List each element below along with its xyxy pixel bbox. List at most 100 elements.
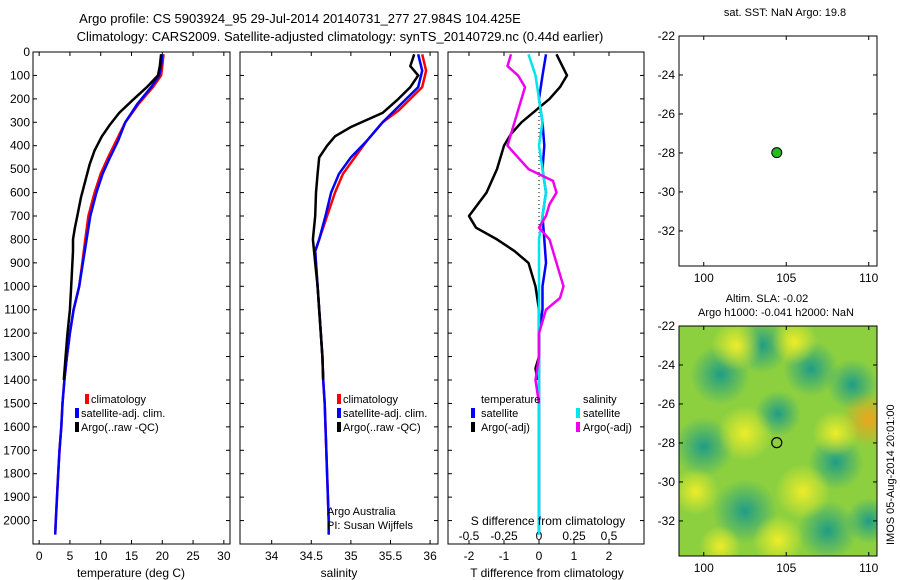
series-line-argo-raw-qc — [62, 54, 163, 381]
argo-float-location-marker — [771, 437, 783, 449]
x-tick-label: 15 — [125, 549, 139, 563]
salinity-annotation-pi: PI: Susan Wijffels — [327, 520, 413, 532]
legend-heading-salinity: salinity — [583, 394, 617, 406]
salinity-xlabel: salinity — [321, 566, 358, 580]
y-tick-label: 800 — [10, 232, 30, 246]
y-tick-label: -22 — [658, 29, 676, 43]
x-tick-label: 25 — [186, 549, 200, 563]
series-line-argo-raw-qc — [311, 53, 420, 381]
temperature-legend: climatology satellite-adj. clim. Argo(..… — [75, 394, 165, 434]
temperature-xlabel: temperature (deg C) — [77, 566, 185, 580]
x-tick-label: 110 — [859, 561, 878, 575]
series-line-climatology — [313, 54, 428, 535]
series-line-s-satellite — [527, 53, 548, 535]
legend-label-argo: Argo(..raw -QC) — [81, 422, 159, 434]
y-tick-label: 500 — [10, 162, 30, 176]
figure-title-line1: Argo profile: CS 5903924_95 29-Jul-2014 … — [79, 11, 521, 26]
x-tick-label: 34 — [265, 549, 279, 563]
legend-swatch-s-satellite — [576, 408, 580, 418]
legend-swatch-satellite — [337, 408, 341, 418]
legend-swatch-satellite — [75, 408, 79, 418]
x-tick-label: 105 — [776, 271, 796, 285]
temperature-panel: 0100200300400500600700800900100011001200… — [3, 45, 231, 580]
sla-anomaly-high — [775, 463, 831, 520]
x-tick-label: 2 — [606, 549, 613, 563]
legend-label-t-satellite: satellite — [481, 408, 518, 420]
x-tick-label: 0 — [536, 549, 543, 563]
y-tick-label: -28 — [658, 146, 676, 160]
x-tick-label: 110 — [859, 271, 878, 285]
x-tick-label: 35 — [344, 549, 358, 563]
salinity-axes-frame — [239, 51, 439, 545]
sla-anomaly-high — [699, 525, 742, 556]
x2-tick-label: 0.5 — [601, 529, 618, 543]
sla-anomaly-high — [711, 326, 763, 371]
y-tick-label: -24 — [658, 358, 676, 372]
y-tick-label: -30 — [658, 475, 676, 489]
salinity-legend: climatology satellite-adj. clim. Argo(..… — [337, 394, 427, 434]
y-tick-label: 0 — [23, 45, 30, 59]
y-tick-label: 900 — [10, 256, 30, 270]
difference-panel: -2 -1 0 1 2 -0.5 -0.25 0 0.25 0.5 T difference fr… — [447, 51, 645, 580]
series-line-satellite-adj-clim — [313, 54, 424, 535]
legend-swatch-s-argo — [576, 422, 580, 432]
sla-map-panel: Altim. SLA: -0.02 Argo h1000: -0.041 h20… — [658, 293, 897, 575]
legend-swatch-t-argo — [471, 422, 475, 432]
sst-map-frame — [678, 35, 878, 267]
sla-anomaly-high — [679, 468, 719, 515]
y-tick-label: 200 — [10, 92, 30, 106]
x-tick-label: 1 — [571, 549, 578, 563]
argo-float-location-marker — [771, 147, 783, 159]
sla-anomaly-high — [752, 515, 804, 556]
x2-tick-label: 0 — [536, 529, 543, 543]
y-tick-label: 1300 — [3, 350, 30, 364]
salinity-panel: 34 34.5 35 35.5 36 salinity climatology sate… — [239, 51, 439, 580]
y-tick-label: -30 — [658, 185, 676, 199]
legend-swatch-climatology — [85, 394, 89, 404]
x-tick-label: 105 — [776, 561, 796, 575]
difference-x2label: S difference from climatology — [471, 514, 626, 528]
y-tick-label: 2000 — [3, 514, 30, 528]
sla-map-frame — [678, 325, 878, 557]
y-tick-label: -22 — [658, 319, 676, 333]
x2-tick-label: -0.25 — [490, 529, 518, 543]
legend-label-s-argo: Argo(-adj) — [583, 422, 632, 434]
x-tick-label: 20 — [156, 549, 170, 563]
series-line-satellite-adj-clim — [53, 54, 164, 535]
difference-legend: temperature salinity satellite Argo(-adj… — [471, 394, 632, 434]
x-tick-label: 5 — [67, 549, 74, 563]
y-tick-label: 300 — [10, 115, 30, 129]
y-tick-label: 1400 — [3, 373, 30, 387]
y-tick-label: 1500 — [3, 396, 30, 410]
y-tick-label: 1700 — [3, 443, 30, 457]
x-tick-label: 36 — [423, 549, 437, 563]
y-tick-label: 1600 — [3, 420, 30, 434]
salinity-annotation-org: Argo Australia — [327, 506, 396, 518]
legend-swatch-t-satellite — [471, 408, 475, 418]
series-line-s-argo-adj — [506, 53, 565, 404]
y-tick-label: 1000 — [3, 279, 30, 293]
temperature-axes-frame — [32, 51, 231, 545]
sla-anomaly-low — [845, 497, 877, 545]
legend-label-t-argo: Argo(-adj) — [481, 422, 530, 434]
y-tick-label: -26 — [658, 107, 676, 121]
y-tick-label: -32 — [658, 514, 676, 528]
difference-axes-frame — [447, 51, 645, 545]
y-tick-label: -32 — [658, 224, 676, 238]
x-tick-label: -2 — [464, 549, 475, 563]
x-tick-label: 34.5 — [300, 549, 324, 563]
sst-map-title: sat. SST: NaN Argo: 19.8 — [724, 7, 846, 19]
legend-swatch-argo — [75, 422, 79, 432]
y-tick-label: -26 — [658, 397, 676, 411]
legend-heading-temperature: temperature — [481, 394, 540, 406]
y-tick-label: -24 — [658, 68, 676, 82]
y-tick-label: 600 — [10, 186, 30, 200]
x2-tick-label: -0.5 — [459, 529, 480, 543]
series-line-t-argo-adj — [467, 53, 569, 381]
x-tick-label: 30 — [217, 549, 231, 563]
sla-anomaly-high — [812, 410, 859, 457]
sla-map-title-line1: Altim. SLA: -0.02 — [726, 293, 809, 305]
y-tick-label: 1800 — [3, 467, 30, 481]
legend-label-satellite: satellite-adj. clim. — [81, 408, 165, 420]
